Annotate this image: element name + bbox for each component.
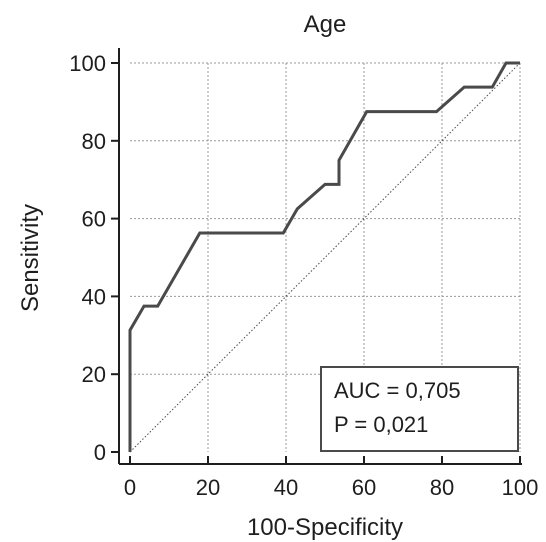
y-tick-label: 60 xyxy=(82,207,106,232)
x-tick-label: 20 xyxy=(196,475,220,500)
y-tick-label: 0 xyxy=(94,440,106,465)
auc-value: AUC = 0,705 xyxy=(334,378,461,403)
auc-box-frame xyxy=(320,366,519,452)
x-axis-label: 100-Specificity xyxy=(247,514,403,541)
y-tick-label: 40 xyxy=(82,284,106,309)
y-tick-label: 80 xyxy=(82,129,106,154)
x-tick-label: 100 xyxy=(502,475,539,500)
auc-box: AUC = 0,705 P = 0,021 xyxy=(320,366,519,452)
x-tick-labels: 0 20 40 60 80 100 xyxy=(124,475,538,500)
p-value: P = 0,021 xyxy=(334,412,428,437)
roc-curve-group xyxy=(128,61,520,452)
x-tick-label: 0 xyxy=(124,475,136,500)
y-tick-label: 20 xyxy=(82,362,106,387)
x-tick-label: 40 xyxy=(274,475,298,500)
x-tick-label: 60 xyxy=(352,475,376,500)
reference-diagonal xyxy=(129,62,521,453)
chart-title: Age xyxy=(304,11,347,38)
y-tick-label: 100 xyxy=(69,51,106,76)
roc-curve-line xyxy=(128,61,520,452)
axes xyxy=(111,48,522,465)
y-tick-labels: 0 20 40 60 80 100 xyxy=(69,51,106,465)
x-tick-label: 80 xyxy=(430,475,454,500)
y-axis-label: Sensitivity xyxy=(17,204,44,312)
reference-line-group xyxy=(129,62,521,453)
